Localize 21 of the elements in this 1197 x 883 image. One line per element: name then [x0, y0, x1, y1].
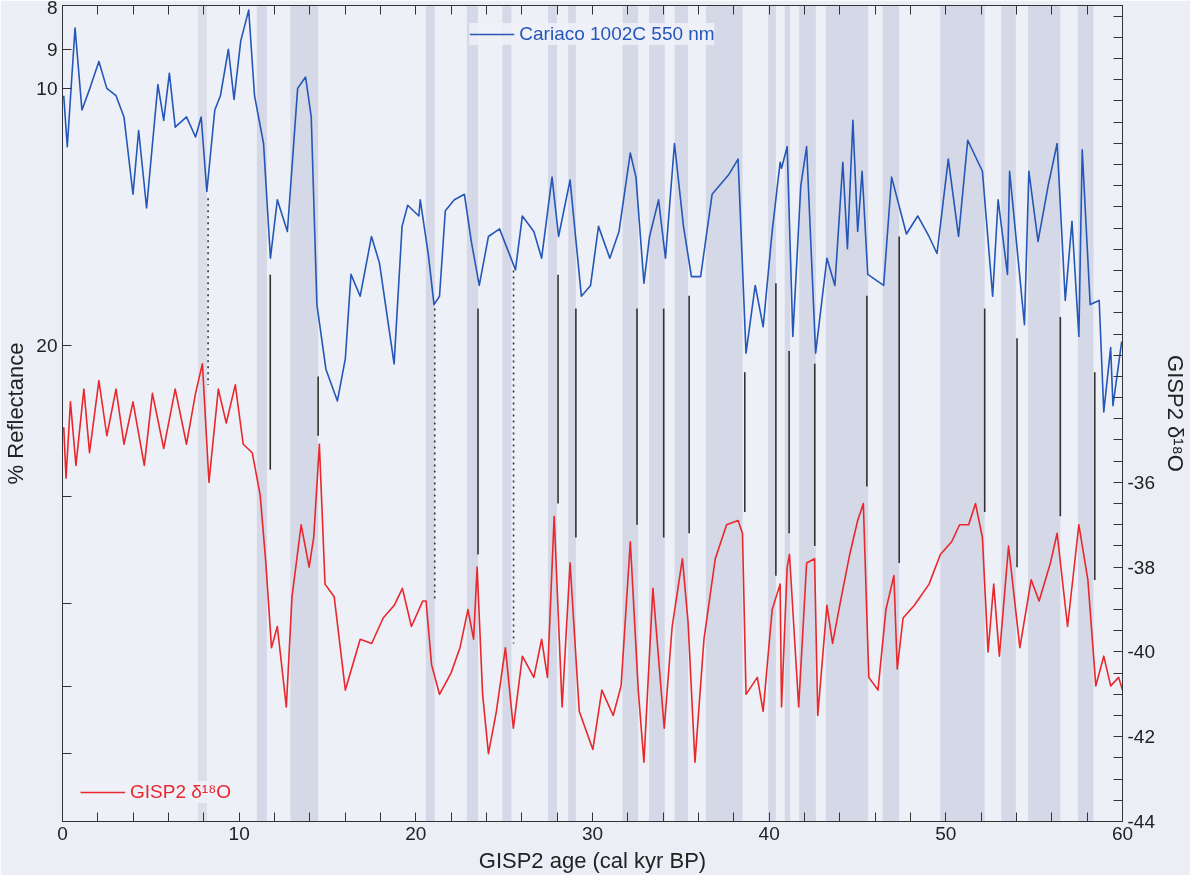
y-tick-label: 8	[46, 0, 58, 18]
y2-axis-title: GISP2 δ¹⁸O	[1162, 355, 1188, 472]
x-axis-title: GISP2 age (cal kyr BP)	[478, 847, 707, 873]
y2-tick-label: -38	[1127, 556, 1155, 578]
legend-label: Cariaco 1002C 550 nm	[519, 23, 715, 45]
line-series	[62, 9, 1123, 413]
y2-tick-label: -36	[1127, 471, 1155, 493]
x-tick-label: 20	[405, 822, 427, 844]
y-tick-label: 10	[36, 77, 58, 99]
x-tick-label: 50	[935, 822, 957, 844]
x-tick-label: 30	[581, 822, 604, 844]
y-axis-title: % Reflectance	[3, 342, 29, 485]
legend-label: GISP2 δ¹⁸O	[130, 781, 231, 803]
x-tick-label: 0	[57, 822, 68, 844]
y-tick-label: 20	[36, 335, 58, 357]
y2-tick-label: -42	[1127, 726, 1155, 748]
x-tick-label: 40	[758, 822, 780, 844]
line-series	[62, 362, 1123, 763]
y-tick-label: 9	[46, 38, 58, 60]
x-tick-label: 10	[228, 822, 250, 844]
y2-tick-label: -40	[1127, 641, 1155, 663]
